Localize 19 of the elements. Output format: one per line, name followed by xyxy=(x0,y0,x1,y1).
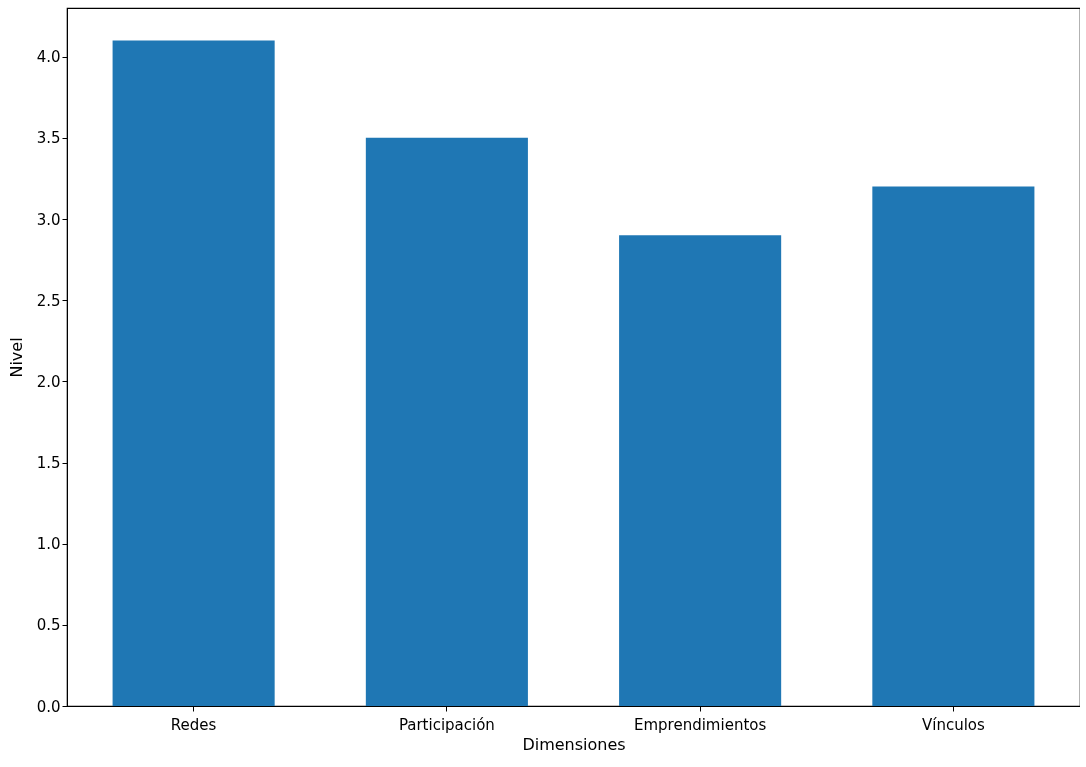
x-tick-label: Participación xyxy=(398,715,495,734)
y-tick-label: 0.0 xyxy=(36,697,61,716)
y-tick-label: 2.0 xyxy=(36,372,61,391)
y-tick-label: 4.0 xyxy=(36,48,61,67)
x-axis-title: Dimensiones xyxy=(522,734,626,754)
y-tick-label: 3.5 xyxy=(36,129,61,148)
x-tick-label: Emprendimientos xyxy=(633,715,767,734)
x-tick-label: Redes xyxy=(170,715,217,734)
y-axis-title: Nivel xyxy=(6,337,26,378)
y-tick-label: 0.5 xyxy=(36,616,61,635)
bar xyxy=(365,137,528,706)
bar xyxy=(872,186,1035,706)
x-tick-label: Vínculos xyxy=(921,715,985,734)
bar xyxy=(112,40,275,706)
y-tick-label: 1.5 xyxy=(36,454,61,473)
y-tick-label: 3.0 xyxy=(36,210,61,229)
y-tick-label: 2.5 xyxy=(36,291,61,310)
bar xyxy=(619,235,782,706)
y-tick-label: 1.0 xyxy=(36,535,61,554)
